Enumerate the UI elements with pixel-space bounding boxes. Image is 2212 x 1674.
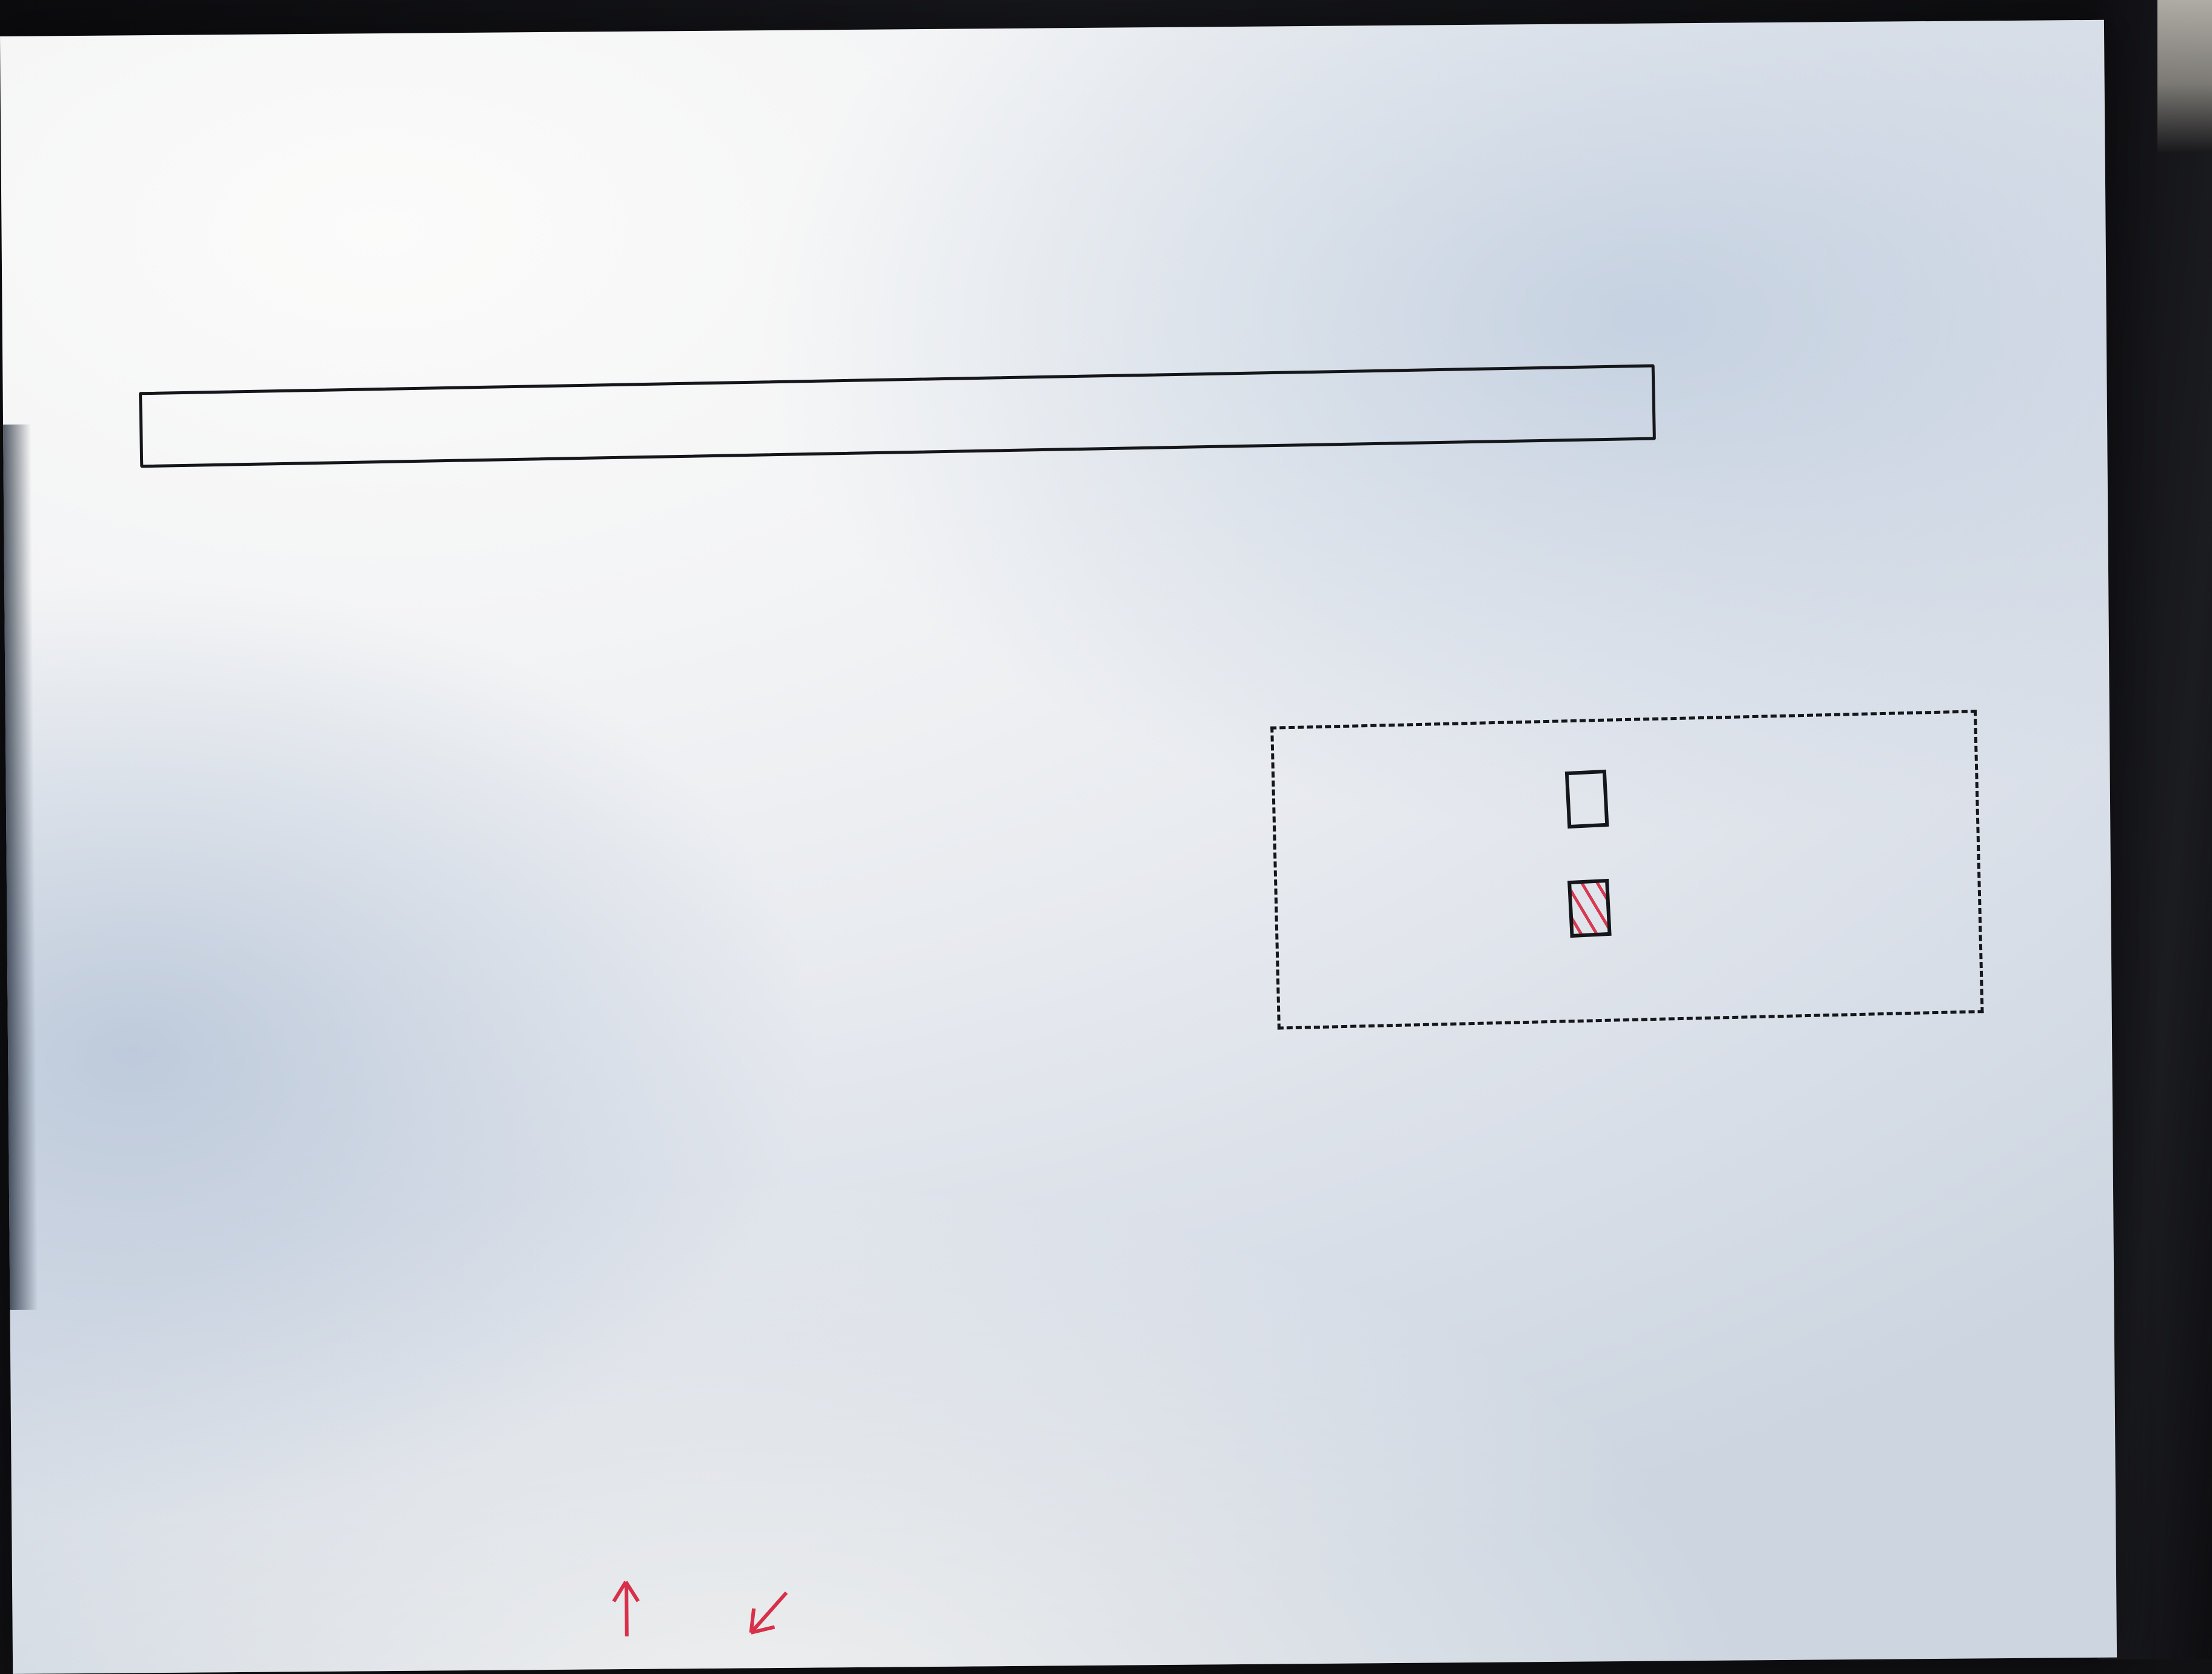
timetick-swatch-icon bbox=[1567, 878, 1612, 938]
desk-corner-highlight bbox=[2157, 0, 2212, 152]
desk-surface-right bbox=[2097, 0, 2212, 1659]
stream-cell-row bbox=[139, 364, 1656, 468]
message-stream-strip bbox=[139, 364, 1656, 468]
paper-sheet bbox=[0, 19, 2117, 1674]
legend-item-message bbox=[1564, 769, 1646, 829]
callout-arrow-timestamp bbox=[749, 1591, 788, 1635]
legend-box bbox=[1270, 710, 1984, 1030]
legend-item-timetick bbox=[1567, 878, 1648, 938]
message-swatch-icon bbox=[1564, 769, 1609, 829]
